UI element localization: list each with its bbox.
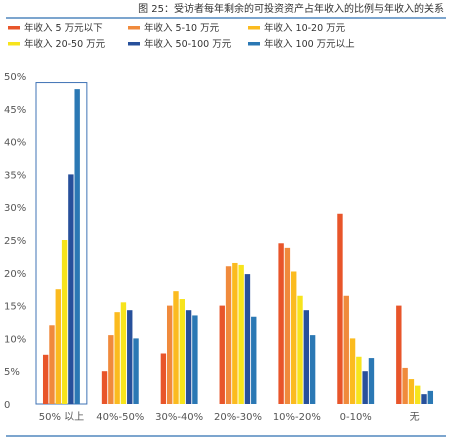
legend-label: 年收入 5-10 万元 bbox=[144, 22, 220, 34]
y-tick-label: 0 bbox=[4, 400, 10, 411]
bar bbox=[120, 302, 127, 404]
bar bbox=[408, 379, 415, 404]
bar bbox=[349, 338, 356, 404]
y-tick-label: 30% bbox=[4, 203, 26, 214]
legend-label: 年收入 10-20 万元 bbox=[264, 22, 346, 34]
x-tick-label: 0-10% bbox=[340, 412, 372, 423]
x-axis: 50% 以上 40%-50% 30%-40% 20%-30% 10%-20% 0-10% 无 bbox=[39, 411, 420, 423]
highlight-group bbox=[35, 82, 88, 405]
y-tick-label: 25% bbox=[4, 236, 26, 247]
legend-swatch bbox=[128, 42, 140, 46]
bar bbox=[42, 354, 49, 404]
bar bbox=[244, 274, 251, 404]
bar bbox=[166, 305, 173, 404]
bar bbox=[421, 394, 427, 404]
y-tick-label: 10% bbox=[4, 334, 26, 345]
y-axis: 0 5% 10% 15% 20% 25% 30% 35% 40% 45% 50% bbox=[4, 72, 26, 411]
bar bbox=[192, 315, 198, 404]
y-tick-label: 45% bbox=[4, 105, 26, 116]
bar bbox=[101, 371, 108, 404]
bar bbox=[55, 289, 61, 404]
y-tick-label: 40% bbox=[4, 138, 26, 149]
x-tick-label: 50% 以上 bbox=[39, 411, 84, 423]
bar bbox=[251, 316, 257, 404]
y-tick-label: 50% bbox=[4, 72, 26, 83]
legend-label: 年收入 100 万元以上 bbox=[264, 38, 355, 50]
bar bbox=[362, 371, 368, 404]
bar bbox=[133, 338, 139, 404]
bar bbox=[49, 325, 55, 404]
x-tick-label: 无 bbox=[410, 412, 420, 423]
chart-title: 图 25：受访者每年剩余的可投资资产占年收入的比例与年收入的关系 bbox=[138, 2, 444, 15]
bar bbox=[61, 240, 68, 404]
bar bbox=[291, 271, 297, 404]
x-tick-label: 30%-40% bbox=[155, 412, 203, 423]
legend-swatch bbox=[128, 26, 140, 30]
bar bbox=[297, 295, 303, 404]
y-tick-label: 35% bbox=[4, 170, 26, 181]
legend-swatch bbox=[248, 26, 260, 30]
bar bbox=[127, 310, 133, 404]
bar bbox=[303, 310, 310, 404]
bar bbox=[185, 310, 192, 404]
highlight-box bbox=[35, 82, 88, 405]
bar bbox=[232, 262, 238, 404]
x-tick-label: 40%-50% bbox=[96, 412, 144, 423]
legend-swatch bbox=[8, 26, 20, 30]
y-tick-label: 15% bbox=[4, 302, 26, 313]
y-tick-label: 5% bbox=[4, 367, 20, 378]
bar bbox=[108, 335, 114, 404]
legend-label: 年收入 20-50 万元 bbox=[24, 38, 106, 50]
bars-group bbox=[42, 89, 434, 405]
bar bbox=[179, 299, 185, 404]
legend-swatch bbox=[248, 42, 260, 46]
bar bbox=[402, 367, 408, 404]
legend-label: 年收入 5 万元以下 bbox=[24, 22, 103, 34]
bar bbox=[173, 291, 179, 404]
legend-label: 年收入 50-100 万元 bbox=[144, 38, 232, 50]
bar bbox=[415, 385, 421, 404]
legend-swatch bbox=[8, 42, 20, 46]
bar bbox=[225, 266, 232, 404]
bar bbox=[309, 335, 316, 404]
x-tick-label: 20%-30% bbox=[214, 412, 262, 423]
bar bbox=[219, 305, 225, 404]
bar bbox=[238, 264, 244, 404]
bar bbox=[427, 390, 434, 404]
y-tick-label: 20% bbox=[4, 269, 26, 280]
bar bbox=[396, 305, 402, 404]
x-tick-label: 10%-20% bbox=[273, 412, 321, 423]
bar bbox=[114, 312, 120, 404]
bar bbox=[160, 353, 167, 404]
bar bbox=[284, 247, 291, 404]
bar bbox=[337, 213, 343, 404]
bar bbox=[368, 358, 375, 404]
bar bbox=[278, 243, 284, 404]
bar bbox=[356, 356, 362, 404]
bar bbox=[74, 89, 80, 405]
bar bbox=[68, 174, 74, 404]
bar bbox=[343, 295, 349, 404]
